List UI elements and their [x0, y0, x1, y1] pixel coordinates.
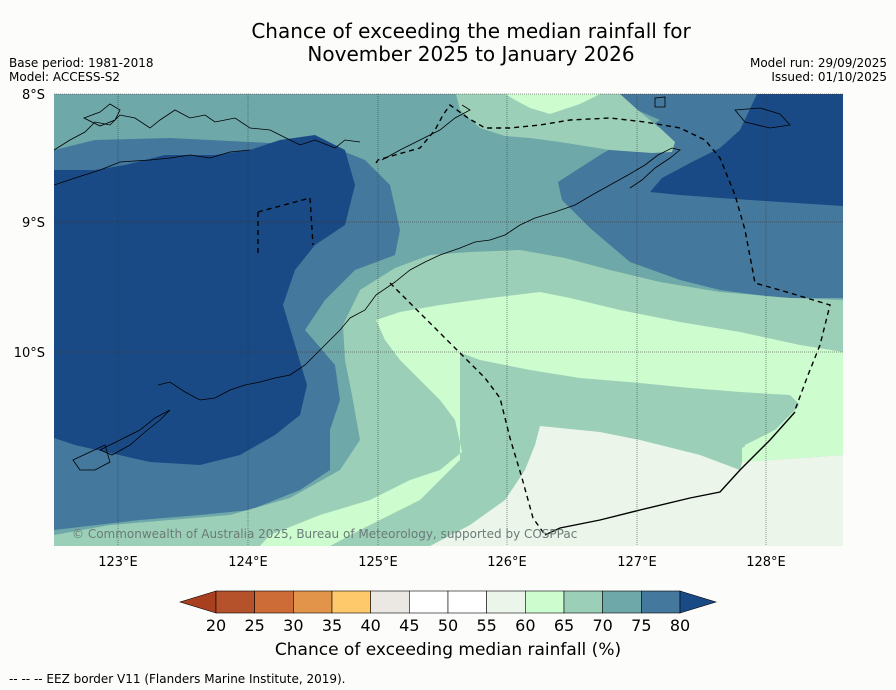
rainfall-map: 8°S 9°S 10°S 123°E 124°E 125°E 126°E 127…: [14, 88, 843, 570]
coastline-timor-south: [157, 294, 377, 401]
lon-label: 127°E: [617, 555, 657, 570]
base-period-text: Base period: 1981-2018: [9, 56, 154, 70]
colorbar-arrow-low: [178, 590, 217, 614]
lon-label: 128°E: [746, 555, 786, 570]
contour-band-80: [54, 135, 355, 465]
title-line-1: Chance of exceeding the median rainfall …: [251, 19, 691, 43]
colorbar-swatch: [486, 590, 526, 614]
model-text: Model: ACCESS-S2: [9, 70, 121, 84]
axis-labels: 8°S 9°S 10°S 123°E 124°E 125°E 126°E 127…: [14, 88, 786, 570]
colorbar-ticks: 20 25 30 35 40 45 50 55 60 65 70 75 80: [206, 616, 690, 635]
colorbar-swatch: [254, 590, 294, 614]
lon-label: 124°E: [228, 555, 268, 570]
colorbar-tick-label: 75: [631, 616, 651, 635]
coastline-alor: [54, 149, 251, 186]
contour-band-65: [456, 94, 675, 153]
model-run-text: Model run: 29/09/2025: [749, 56, 887, 70]
colorbar-tick-label: 55: [476, 616, 496, 635]
eez-border-solid: [544, 411, 796, 536]
colorbar-tick-label: 65: [554, 616, 574, 635]
colorbar-tick-label: 30: [283, 616, 303, 635]
colorbar-tick-label: 80: [670, 616, 690, 635]
colorbar-tick-label: 40: [360, 616, 380, 635]
contour-band-60: [505, 94, 600, 114]
gridlines: [54, 93, 843, 546]
issued-text: Issued: 01/10/2025: [771, 70, 887, 84]
coastline-rote: [72, 444, 111, 471]
colorbar-tick-label: 25: [244, 616, 264, 635]
chart-title: Chance of exceeding the median rainfall …: [0, 20, 896, 66]
colorbar-tick-label: 45: [399, 616, 419, 635]
colorbar-tick-label: 70: [592, 616, 612, 635]
lat-label: 9°S: [22, 216, 45, 231]
lon-label: 123°E: [98, 555, 138, 570]
contour-band-55: [430, 426, 843, 546]
contour-band-80-east: [650, 94, 843, 206]
lon-label: 125°E: [358, 555, 398, 570]
colorbar-title: Chance of exceeding median rainfall (%): [274, 640, 622, 660]
colorbar-swatch: [563, 590, 603, 614]
meta-right: Model run: 29/09/2025 Issued: 01/10/2025: [750, 56, 887, 84]
colorbar-swatch: [370, 590, 410, 614]
colorbar-swatch: [409, 590, 449, 614]
colorbar-swatch: [447, 590, 487, 614]
colorbar-swatch: [641, 590, 681, 614]
colorbar-swatch: [525, 590, 565, 614]
colorbar-swatch: [215, 590, 255, 614]
colorbar-swatch: [293, 590, 333, 614]
lat-label: 10°S: [14, 346, 45, 361]
colorbar-swatch: [331, 590, 371, 614]
meta-left: Base period: 1981-2018 Model: ACCESS-S2: [9, 56, 154, 84]
lon-label: 126°E: [487, 555, 527, 570]
coastline-island-small: [654, 96, 666, 108]
colorbar-swatches: [178, 590, 718, 614]
colorbar-swatch: [602, 590, 642, 614]
eez-footer-note: -- -- -- EEZ border V11 (Flanders Marine…: [9, 672, 346, 686]
contour-fills: [54, 94, 843, 546]
colorbar-tick-label: 20: [206, 616, 226, 635]
coastline-island-north: [83, 103, 121, 127]
colorbar: 20 25 30 35 40 45 50 55 60 65 70 75 80: [178, 590, 718, 635]
coastline-savu: [99, 409, 171, 456]
colorbar-tick-label: 60: [515, 616, 535, 635]
contour-band-60-inner: [420, 312, 843, 462]
coastline-flores: [54, 109, 361, 151]
coastline-wetar: [381, 104, 471, 161]
title-line-2: November 2025 to January 2026: [307, 42, 635, 66]
coastline-timor-north: [375, 147, 681, 296]
colorbar-tick-label: 35: [322, 616, 342, 635]
colorbar-arrow-high: [679, 590, 718, 614]
copyright-text: © Commonwealth of Australia 2025, Bureau…: [72, 527, 577, 541]
coastlines: [54, 96, 791, 471]
coastline-island-east: [734, 107, 791, 129]
colorbar-tick-label: 50: [438, 616, 458, 635]
lat-label: 8°S: [22, 88, 45, 103]
